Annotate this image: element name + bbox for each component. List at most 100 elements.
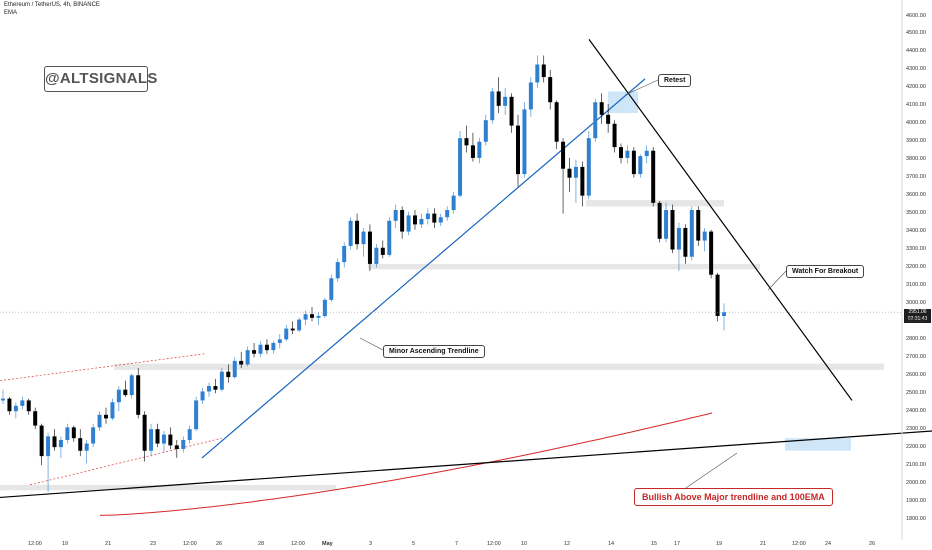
candle-body (664, 210, 669, 239)
x-tick-label: 10 (521, 541, 528, 547)
candle-body (367, 231, 372, 264)
candle-body (522, 109, 527, 175)
candle-body (425, 213, 430, 219)
breakout-callout[interactable]: Watch For Breakout (786, 265, 865, 278)
x-tick-label: 19 (62, 541, 69, 547)
candle-body (702, 231, 707, 241)
trendline-callout[interactable]: Minor Ascending Trendline (383, 345, 485, 358)
candle-body (168, 434, 173, 446)
candle-body (187, 429, 192, 440)
x-tick-label: 26 (869, 541, 876, 547)
candle-body (91, 427, 96, 444)
candle-body (393, 210, 398, 221)
zone-retest (608, 91, 638, 114)
y-tick-label: 1900.00 (906, 497, 926, 504)
last-price-tag: 2951.06 02:31:43 (904, 309, 931, 323)
x-tick-label: 7 (455, 541, 459, 547)
retest-callout[interactable]: Retest (658, 74, 692, 87)
candle-body (1, 398, 5, 401)
candle-body (464, 138, 469, 146)
y-tick-label: 2100.00 (906, 461, 926, 468)
candle-body (110, 402, 115, 419)
candles-layer (1, 55, 726, 493)
y-tick-label: 4400.00 (906, 48, 926, 55)
x-tick-label: 14 (608, 541, 615, 547)
candle-body (7, 398, 12, 412)
last-price-value: 2951.06 (908, 309, 927, 315)
candle-body (258, 344, 263, 354)
candle-body (136, 375, 141, 415)
x-tick-label: 15 (651, 541, 658, 547)
candle-body (194, 400, 199, 430)
candle-body (715, 274, 720, 317)
x-tick-label: 12:00 (291, 541, 305, 547)
candle-body (97, 414, 102, 428)
candle-body (483, 120, 488, 142)
breakout-pointer (767, 270, 787, 291)
candle-body (380, 247, 385, 255)
y-tick-label: 3200.00 (906, 264, 926, 270)
candle-body (631, 150, 636, 175)
candle-body (245, 350, 250, 365)
candle-body (129, 375, 134, 396)
y-tick-label: 2400.00 (906, 407, 926, 414)
candle-body (387, 220, 392, 255)
candle-body (33, 411, 38, 426)
candle-body (26, 400, 31, 412)
candle-body (316, 316, 321, 318)
candle-body (58, 439, 63, 448)
candle-body (264, 344, 269, 351)
candle-body (329, 278, 334, 300)
x-tick-label: 28 (258, 541, 265, 547)
candle-body (548, 77, 553, 103)
candle-body (142, 414, 147, 451)
zone-top (586, 200, 724, 207)
y-tick-label: 4300.00 (906, 66, 926, 73)
candle-body (644, 150, 649, 157)
candle-body (516, 125, 520, 175)
candle-body (252, 350, 257, 354)
candle-body (651, 150, 656, 203)
y-tick-label: 3000.00 (906, 299, 926, 306)
candle-body (638, 156, 643, 175)
ema-100-line (99, 412, 713, 516)
candle-body (709, 231, 714, 275)
candle-body (84, 443, 89, 451)
major-trendline (0, 430, 932, 499)
candle-body (52, 436, 57, 448)
x-tick-label: 19 (716, 541, 723, 547)
candle-body (335, 262, 340, 279)
watermark-logo: @ALTSIGNALS (44, 66, 157, 92)
candle-body (599, 102, 604, 115)
candle-body (355, 220, 360, 245)
x-tick-label: 21 (760, 541, 767, 547)
x-tick-label: 26 (216, 541, 223, 547)
candle-body (503, 96, 508, 106)
candle-body (226, 371, 231, 378)
y-tick-label: 4600.00 (906, 12, 926, 19)
y-tick-label: 4100.00 (906, 102, 926, 109)
y-tick-label: 3500.00 (906, 210, 926, 217)
y-tick-label: 3400.00 (906, 228, 926, 235)
candle-body (155, 429, 160, 444)
bullish-callout[interactable]: Bullish Above Major trendline and 100EMA (634, 488, 833, 506)
y-tick-label: 2200.00 (906, 443, 926, 450)
candle-body (290, 328, 295, 331)
candle-body (207, 386, 211, 392)
zones-layer (0, 91, 884, 491)
candle-body (149, 429, 154, 451)
candle-body (232, 360, 237, 378)
candle-body (13, 405, 18, 412)
candle-body (567, 168, 572, 178)
candle-body (71, 427, 76, 439)
y-tick-label: 4200.00 (906, 84, 926, 91)
candle-body (174, 445, 179, 449)
y-tick-label: 4500.00 (906, 30, 926, 37)
candle-body (490, 91, 495, 121)
candle-body (541, 64, 546, 78)
candle-body (348, 220, 353, 246)
candle-body (419, 218, 424, 225)
candle-body (342, 245, 347, 263)
